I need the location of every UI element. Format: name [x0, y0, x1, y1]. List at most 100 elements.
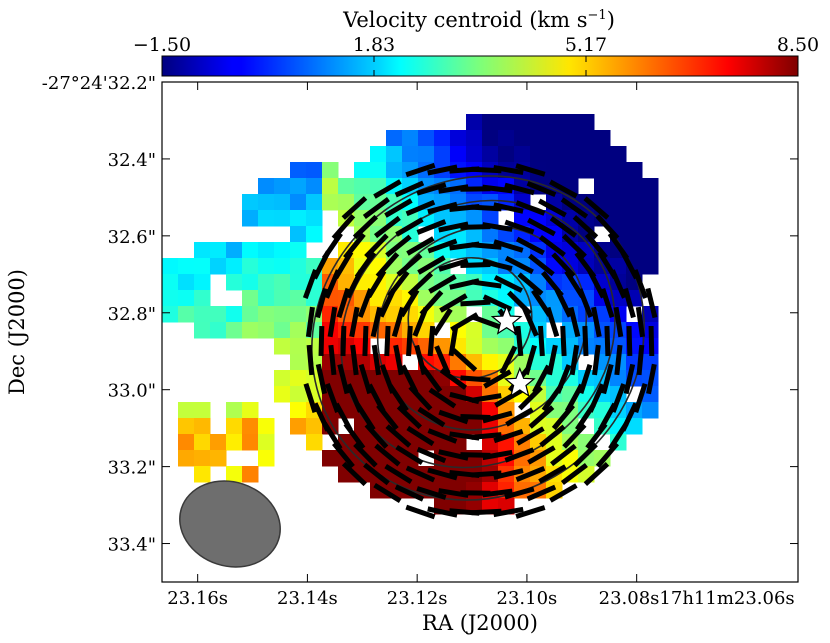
heatmap-cell [434, 130, 451, 147]
polarization-segment [396, 404, 423, 430]
polarization-segment [595, 214, 620, 240]
heatmap-cell [162, 306, 179, 323]
polarization-segment [494, 388, 523, 408]
polarization-segment [592, 344, 601, 376]
polarization-segment [395, 217, 424, 237]
polarization-segment [349, 306, 360, 338]
polarization-segment [568, 306, 581, 338]
heatmap-cell [274, 338, 291, 355]
polarization-segment [336, 287, 351, 319]
y-tick-label: 32.4" [108, 150, 156, 171]
heatmap-cell [242, 194, 259, 211]
heatmap-cell [482, 354, 499, 371]
polarization-segment [350, 344, 359, 376]
polarization-segment [528, 405, 555, 429]
heatmap-cell [610, 210, 627, 227]
heatmap-cell [578, 450, 595, 467]
heatmap-cell [162, 290, 179, 307]
polarization-segment [324, 269, 341, 299]
polarization-segment [601, 363, 614, 395]
polarization-segment [362, 197, 390, 219]
polarization-segment [545, 306, 560, 338]
star-markers [490, 304, 536, 398]
polarization-segment [482, 184, 513, 194]
heatmap-cell [354, 354, 371, 371]
polarization-segment [378, 288, 396, 318]
polarization-segment [416, 446, 447, 464]
heatmap-cell [626, 210, 643, 227]
heatmap-cell [242, 242, 259, 259]
polarization-segment [374, 215, 401, 239]
heatmap-cell [258, 418, 275, 435]
heatmap-cell [370, 146, 387, 163]
polarization-segment [416, 219, 447, 235]
polarization-segment [427, 201, 458, 215]
heatmap-cell [626, 194, 643, 211]
heatmap-cell [290, 370, 307, 387]
polarization-segment [331, 214, 356, 240]
polarization-segment [504, 182, 535, 196]
heatmap-cell [354, 338, 371, 355]
polarization-segment [341, 196, 368, 220]
heatmap-cell [562, 130, 579, 147]
heatmap-cell [562, 114, 579, 131]
heatmap-cell [178, 306, 195, 323]
polarization-segment [471, 470, 502, 478]
polarization-segment [549, 216, 578, 238]
polarization-segment [385, 234, 412, 258]
polarization-segment [554, 288, 573, 318]
polarization-segment [527, 217, 556, 237]
heatmap-cell [274, 290, 291, 307]
y-tick-label: 32.8" [108, 304, 156, 325]
heatmap-cell [466, 178, 483, 195]
polarization-segment [345, 269, 364, 299]
heatmap-cell [626, 162, 643, 179]
heatmap-cell [194, 306, 211, 323]
x-axis: 23.16s 23.14s 23.12s 23.10s 23.08s17h11m23.0… [167, 82, 795, 609]
polarization-segment [434, 345, 451, 375]
heatmap-cell [258, 258, 275, 275]
polarization-segment [374, 443, 401, 467]
polarization-segment [460, 413, 491, 421]
heatmap-cell [482, 226, 499, 243]
heatmap-cell [274, 322, 291, 339]
heatmap-cell [226, 306, 243, 323]
heatmap-cell [274, 386, 291, 403]
polarization-segment [595, 441, 620, 469]
polarization-segment [370, 306, 383, 338]
heatmap-cell [290, 242, 307, 259]
polarization-segment [406, 425, 435, 447]
heatmap-cell [194, 290, 211, 307]
heatmap-cell [322, 450, 339, 467]
star-marker [490, 304, 523, 335]
heatmap-cell [418, 130, 435, 147]
polarization-segment [391, 306, 405, 338]
polarization-segment [560, 463, 588, 485]
heatmap-cell [194, 434, 211, 451]
polarization-segment [395, 444, 424, 466]
polarization-segment [504, 447, 535, 463]
polarization-segment [312, 250, 331, 280]
polarization-segment [585, 422, 608, 450]
heatmap-cell [562, 418, 579, 435]
polarization-segment [394, 484, 425, 502]
heatmap-cell [274, 194, 291, 211]
heatmap-cell [418, 146, 435, 163]
polarization-segment [538, 234, 566, 258]
heatmap-cell [466, 338, 483, 355]
heatmap-cell [530, 306, 547, 323]
polarization-segment [493, 468, 524, 480]
polarization-segment [427, 428, 458, 444]
heatmap-cell [610, 162, 627, 179]
polarization-segment [482, 410, 513, 424]
polarization-segment [439, 293, 468, 313]
polarization-segment [406, 236, 435, 256]
polarization-segment [646, 363, 657, 395]
polarization-segment [340, 325, 347, 357]
heatmap-cell [258, 242, 275, 259]
polarization-segment [515, 505, 546, 519]
heatmap-cell [530, 130, 547, 147]
heatmap-cell [274, 210, 291, 227]
heatmap-cell [642, 386, 659, 403]
heatmap-cell [466, 114, 483, 131]
